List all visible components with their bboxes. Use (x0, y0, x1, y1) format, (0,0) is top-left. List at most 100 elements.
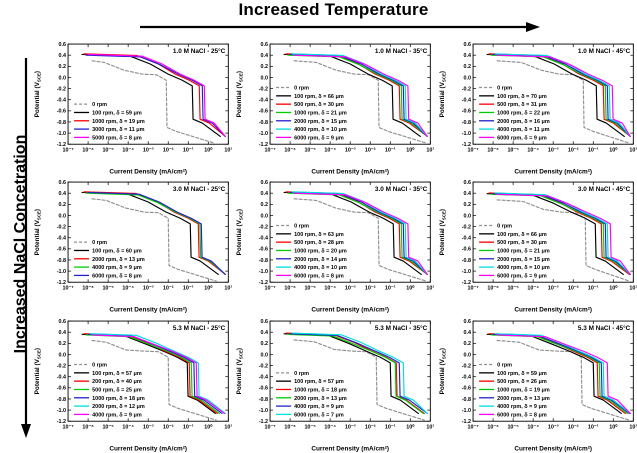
y-tick-label: 0.4 (463, 330, 471, 336)
legend-label-2000-rpm: 2000 rpm, δ = 12 μm (92, 404, 145, 410)
x-tick-label: 10⁻⁶ (285, 148, 297, 154)
legend-label-1000-rpm: 1000 rpm, δ = 18 μm (294, 387, 347, 393)
panel-title: 1.0 M NaCl - 25°C (173, 47, 226, 55)
chart-cell-4: 10⁻⁷ 10⁻⁶ 10⁻⁵ 10⁻⁴ 10⁻³ 10⁻² 10⁻¹ 10⁰ 10¹ 0.6 0.4… (30, 176, 232, 314)
x-tick-label: 10⁻⁴ (527, 424, 539, 430)
legend-label-1000-rpm: 1000 rpm, δ = 20 μm (294, 249, 347, 255)
curve-100-rpm (486, 193, 624, 276)
legend-label-100-rpm: 100 rpm, δ = 60 μm (92, 249, 142, 255)
y-tick-label: -1.2 (461, 142, 470, 148)
x-tick-label: 10⁻¹ (385, 286, 396, 292)
x-tick-label: 10⁻² (568, 286, 579, 292)
y-tick-label: 0.0 (261, 75, 269, 81)
y-tick-label: -0.6 (259, 385, 268, 391)
y-tick-label: 0.2 (463, 203, 471, 209)
y-tick-label: 0.6 (59, 42, 67, 48)
y-tick-label: 0.2 (59, 341, 67, 347)
concentration-axis-header: Increased NaCl Concetration (0, 38, 31, 453)
y-tick-label: 0.0 (463, 352, 471, 358)
temperature-header-label: Increased Temperature (238, 0, 429, 19)
x-tick-label: 10¹ (224, 148, 232, 154)
panel-title: 5.3 M NaCl - 25°C (173, 324, 226, 332)
x-tick-label: 10⁻² (163, 148, 174, 154)
x-tick-label: 10⁰ (407, 424, 415, 430)
legend-label-100-rpm: 100 rpm, δ = 57 μm (92, 371, 142, 377)
x-tick-label: 10⁻⁵ (305, 286, 317, 292)
legend-label-6000-rpm: 6000 rpm, δ = 8 μm (92, 274, 142, 280)
x-tick-label: 10⁻³ (345, 286, 356, 292)
x-tick-label: 10⁻² (568, 148, 579, 154)
x-tick-label: 10⁻² (568, 424, 579, 430)
x-tick-label: 10⁻⁷ (63, 286, 74, 292)
y-tick-label: 0.0 (463, 75, 471, 81)
x-tick-label: 10⁻⁷ (63, 424, 74, 430)
y-tick-label: -0.8 (57, 258, 66, 264)
x-tick-label: 10⁻¹ (183, 424, 194, 430)
legend-label-0-rpm: 0 rpm (497, 362, 512, 368)
y-tick-label: -1.2 (57, 419, 66, 425)
legend: 0 rpm 100 rpm, δ = 59 μm 1000 rpm, δ = 19 … (74, 102, 145, 141)
y-tick-label: 0.0 (463, 214, 471, 220)
legend-label-6000-rpm: 6000 rpm, δ = 9 μm (497, 135, 547, 141)
x-axis-label: Current Density (mA/cm²) (514, 168, 592, 175)
y-tick-label: -1.0 (259, 269, 268, 275)
x-tick-label: 10⁻⁷ (265, 424, 276, 430)
y-tick-label: -0.2 (57, 363, 66, 369)
x-tick-label: 10⁻⁷ (63, 148, 74, 154)
y-axis-label: Potential (VSCE) (34, 71, 41, 117)
legend-label-4000-rpm: 4000 rpm, δ = 9 μm (92, 265, 142, 271)
x-tick-label: 10¹ (224, 424, 232, 430)
legend-label-4000-rpm: 4000 rpm, δ = 9 μm (92, 412, 142, 418)
x-tick-label: 10⁻³ (548, 424, 559, 430)
y-tick-label: -1.2 (259, 419, 268, 425)
curve-2000-rpm (492, 333, 630, 414)
legend-label-100-rpm: 100 rpm, δ = 70 μm (497, 94, 547, 100)
x-tick-label: 10⁻³ (345, 148, 356, 154)
y-tick-label: -1.2 (461, 280, 470, 286)
y-tick-label: -1.2 (461, 419, 470, 425)
y-tick-label: -0.2 (57, 225, 66, 231)
x-tick-label: 10⁻⁶ (285, 424, 297, 430)
legend-label-500-rpm: 500 rpm, δ = 25 μm (92, 387, 142, 393)
curve-6000-rpm (293, 54, 429, 137)
y-tick-label: 0.6 (59, 180, 67, 186)
legend-label-4000-rpm: 4000 rpm, δ = 10 μm (497, 265, 550, 271)
x-axis-label: Current Density (mA/cm²) (312, 168, 390, 175)
legend-label-6000-rpm: 6000 rpm, δ = 8 μm (497, 412, 547, 418)
x-tick-label: 10⁻¹ (588, 286, 599, 292)
curve-2000-rpm (289, 53, 429, 137)
legend-label-0-rpm: 0 rpm (294, 86, 309, 92)
x-tick-label: 10⁻⁵ (507, 148, 519, 154)
curve-100-rpm (486, 333, 622, 414)
y-tick-label: -0.4 (461, 236, 470, 242)
y-tick-label: -0.8 (461, 397, 470, 403)
curve-100-rpm (81, 192, 219, 276)
x-tick-label: 10⁻⁴ (325, 286, 337, 292)
legend-label-2000-rpm: 2000 rpm, δ = 13 μm (294, 395, 347, 401)
x-tick-label: 10⁻⁷ (265, 148, 276, 154)
chart-panel-7: 10⁻⁷ 10⁻⁶ 10⁻⁵ 10⁻⁴ 10⁻³ 10⁻² 10⁻¹ 10⁰ 10¹ 0.6 0.4… (34, 319, 232, 452)
legend-label-6000-rpm: 6000 rpm, δ = 8 μm (294, 274, 344, 280)
y-tick-label: -0.2 (259, 86, 268, 92)
x-tick-label: 10⁻⁴ (122, 148, 134, 154)
curve-100-rpm (81, 333, 216, 414)
y-tick-label: 0.4 (59, 191, 67, 197)
legend-label-2000-rpm: 2000 rpm, δ = 13 μm (497, 395, 550, 401)
y-tick-label: 0.2 (463, 341, 471, 347)
y-tick-label: 0.2 (463, 64, 471, 70)
legend: 0 rpm 100 rpm, δ = 66 μm 500 rpm, δ = 30 μ… (276, 86, 347, 141)
y-tick-label: -1.2 (57, 280, 66, 286)
chart-cell-6: 10⁻⁷ 10⁻⁶ 10⁻⁵ 10⁻⁴ 10⁻³ 10⁻² 10⁻¹ 10⁰ 10¹ 0.6 0.4… (435, 176, 637, 314)
legend-label-2000-rpm: 2000 rpm, δ = 14 μm (294, 257, 347, 263)
x-tick-label: 10⁻⁵ (102, 424, 114, 430)
legend-label-2000-rpm: 2000 rpm, δ = 13 μm (92, 257, 145, 263)
legend-label-4000-rpm: 4000 rpm, δ = 10 μm (294, 265, 347, 271)
x-axis-label: Current Density (mA/cm²) (514, 445, 592, 452)
x-tick-label: 10⁻¹ (588, 148, 599, 154)
legend: 0 rpm 100 rpm, δ = 57 μm 200 rpm, δ = 40 μ… (74, 362, 145, 418)
curve-0-rpm (496, 199, 630, 283)
curve-6000-rpm (496, 334, 631, 414)
x-axis-label: Current Density (mA/cm²) (109, 168, 187, 175)
y-tick-label: -0.2 (57, 86, 66, 92)
legend-label-4000-rpm: 4000 rpm, δ = 11 μm (497, 127, 550, 133)
